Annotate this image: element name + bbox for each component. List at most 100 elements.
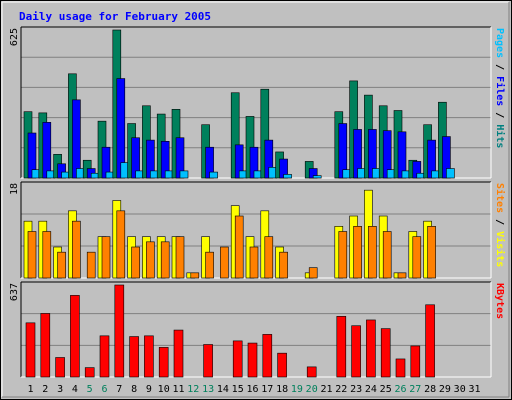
x-tick-label-day-21: 21 bbox=[320, 384, 332, 395]
legend-sites: Sites bbox=[494, 183, 506, 213]
bar-sites-day-7 bbox=[116, 210, 126, 279]
bar-sites-day-17 bbox=[264, 236, 274, 279]
bar-pages-day-11 bbox=[179, 170, 189, 179]
legend-/: / bbox=[494, 213, 505, 231]
legend-visits: Visits bbox=[494, 231, 506, 267]
bar-sites-day-16 bbox=[249, 246, 259, 279]
y-max-label: 625 bbox=[9, 28, 20, 46]
x-tick-label-day-24: 24 bbox=[365, 384, 377, 395]
bar-kbytes-day-3 bbox=[55, 357, 65, 378]
bar-kbytes-day-22 bbox=[336, 316, 347, 378]
bar-kbytes-day-23 bbox=[351, 325, 361, 378]
bar-kbytes-day-26 bbox=[395, 358, 406, 378]
bar-pages-day-18 bbox=[283, 174, 292, 179]
x-tick-label-day-27: 27 bbox=[409, 384, 421, 395]
bar-sites-day-24 bbox=[368, 226, 377, 279]
bar-sites-day-25 bbox=[382, 231, 392, 279]
x-tick-label-day-22: 22 bbox=[335, 384, 347, 395]
legend-files: Files bbox=[494, 76, 506, 106]
legend-label: KBytes bbox=[494, 283, 505, 319]
bar-sites-day-18 bbox=[279, 251, 288, 279]
bar-sites-day-4 bbox=[72, 220, 81, 279]
y-max-label: 18 bbox=[9, 183, 20, 195]
bar-kbytes-day-11 bbox=[173, 329, 184, 378]
legend-hits: Hits bbox=[494, 124, 506, 148]
bar-sites-day-6 bbox=[101, 236, 111, 279]
x-tick-label-day-30: 30 bbox=[454, 384, 466, 395]
bar-sites-day-2 bbox=[42, 231, 52, 279]
bar-sites-day-13 bbox=[205, 251, 214, 279]
bar-pages-day-13 bbox=[209, 171, 218, 179]
x-tick-label-day-26: 26 bbox=[394, 384, 406, 395]
bar-sites-day-9 bbox=[146, 241, 155, 279]
x-tick-label-day-19: 19 bbox=[291, 384, 303, 395]
x-tick-label-day-17: 17 bbox=[261, 384, 273, 395]
bar-kbytes-day-2 bbox=[40, 313, 51, 378]
x-tick-label-day-10: 10 bbox=[158, 384, 170, 395]
bar-kbytes-day-28 bbox=[425, 304, 435, 378]
x-tick-label-day-20: 20 bbox=[306, 384, 318, 395]
bar-files-day-4 bbox=[72, 99, 81, 179]
bar-kbytes-day-17 bbox=[262, 334, 273, 378]
bar-kbytes-day-5 bbox=[84, 367, 95, 378]
chart-panels: 625 Pages / Files / Hits 18 Sites / Visits 6… bbox=[9, 26, 506, 378]
bar-pages-day-20 bbox=[312, 175, 322, 179]
x-tick-label-day-31: 31 bbox=[468, 384, 480, 395]
bar-kbytes-day-10 bbox=[158, 347, 169, 378]
bar-sites-day-1 bbox=[27, 231, 37, 279]
legend-label: Sites / Visits bbox=[494, 183, 506, 267]
bar-kbytes-day-24 bbox=[366, 319, 376, 378]
x-tick-label-day-2: 2 bbox=[42, 384, 48, 395]
x-tick-label-day-14: 14 bbox=[217, 384, 229, 395]
panel-visits-sites: 18 Sites / Visits bbox=[9, 181, 506, 279]
legend-kbytes: KBytes bbox=[494, 283, 505, 319]
x-tick-label-day-25: 25 bbox=[380, 384, 392, 395]
x-tick-label-day-4: 4 bbox=[72, 384, 78, 395]
bar-sites-day-14 bbox=[220, 246, 229, 279]
bar-kbytes-day-18 bbox=[277, 352, 287, 378]
bar-kbytes-day-7 bbox=[114, 284, 125, 378]
x-tick-label-day-7: 7 bbox=[116, 384, 122, 395]
bar-kbytes-day-4 bbox=[70, 295, 80, 378]
legend-/: / bbox=[494, 106, 505, 124]
bar-sites-day-22 bbox=[338, 231, 348, 279]
bar-sites-day-10 bbox=[160, 241, 170, 279]
bar-sites-day-11 bbox=[175, 236, 185, 279]
x-tick-label-day-3: 3 bbox=[57, 384, 63, 395]
x-tick-label-day-18: 18 bbox=[276, 384, 288, 395]
panel-kbytes: 637 KBytes bbox=[9, 281, 505, 378]
x-tick-label-day-23: 23 bbox=[350, 384, 362, 395]
y-max-label: 637 bbox=[9, 283, 20, 301]
x-tick-label-day-15: 15 bbox=[232, 384, 244, 395]
bar-kbytes-day-6 bbox=[99, 335, 110, 378]
bar-kbytes-day-25 bbox=[380, 328, 391, 378]
bar-files-day-2 bbox=[42, 122, 52, 179]
panel-hits-files-pages: 625 Pages / Files / Hits bbox=[9, 26, 506, 179]
bar-kbytes-day-9 bbox=[144, 335, 154, 378]
bar-kbytes-day-8 bbox=[129, 336, 139, 378]
legend-pages: Pages bbox=[494, 28, 505, 58]
x-tick-label-day-8: 8 bbox=[131, 384, 137, 395]
x-tick-label-day-5: 5 bbox=[87, 384, 93, 395]
bar-sites-day-8 bbox=[131, 246, 140, 279]
bar-sites-day-20 bbox=[308, 267, 318, 279]
bar-sites-day-26 bbox=[397, 272, 407, 279]
bar-sites-day-12 bbox=[190, 272, 200, 279]
bar-kbytes-day-13 bbox=[203, 344, 213, 378]
chart-title: Daily usage for February 2005 bbox=[19, 10, 211, 23]
bar-sites-day-23 bbox=[353, 226, 362, 279]
x-axis-day-labels: 1 2 3 4 5 6 7 8 9 10 11 12 13 14 15 16 17 18 19 20 21 22 23 24 2… bbox=[19, 10, 481, 395]
bar-sites-day-27 bbox=[412, 236, 422, 279]
bar-kbytes-day-15 bbox=[232, 340, 243, 378]
x-tick-label-day-29: 29 bbox=[439, 384, 451, 395]
bar-pages-day-29 bbox=[446, 168, 455, 179]
x-tick-label-day-1: 1 bbox=[27, 384, 33, 395]
x-tick-label-day-12: 12 bbox=[187, 384, 199, 395]
x-tick-label-day-16: 16 bbox=[246, 384, 258, 395]
bar-sites-day-15 bbox=[234, 215, 244, 279]
x-tick-label-day-9: 9 bbox=[146, 384, 152, 395]
legend-label: Pages / Files / Hits bbox=[494, 28, 506, 148]
bar-kbytes-day-20 bbox=[306, 366, 317, 378]
x-tick-label-day-6: 6 bbox=[101, 384, 107, 395]
